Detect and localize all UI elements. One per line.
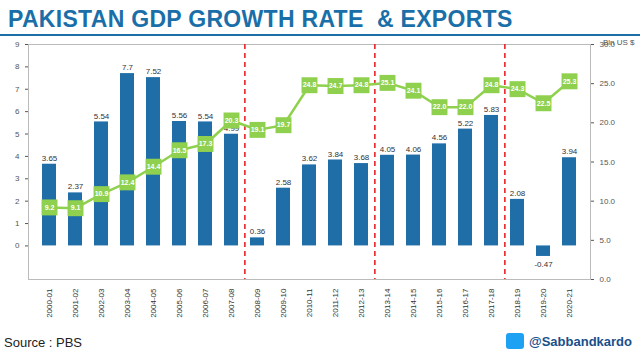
- svg-text:19.7: 19.7: [277, 121, 291, 128]
- svg-text:0.0: 0.0: [600, 275, 612, 284]
- svg-text:5.22: 5.22: [458, 119, 474, 128]
- svg-text:2005-06: 2005-06: [175, 288, 184, 318]
- svg-text:2014-15: 2014-15: [409, 288, 418, 318]
- svg-text:17.3: 17.3: [199, 140, 213, 147]
- html-text:Source : PBS: Source : PBS: [4, 335, 82, 350]
- svg-text:-0.47: -0.47: [534, 260, 553, 269]
- svg-text:19.1: 19.1: [251, 126, 265, 133]
- svg-text:24.8: 24.8: [355, 81, 369, 88]
- svg-text:2019-20: 2019-20: [539, 288, 548, 318]
- svg-text:22.0: 22.0: [459, 103, 473, 110]
- svg-text:6: 6: [15, 107, 20, 116]
- svg-text:3.65: 3.65: [42, 154, 58, 163]
- svg-text:16.5: 16.5: [173, 146, 187, 153]
- svg-text:2008-09: 2008-09: [253, 288, 262, 318]
- svg-text:14.4: 14.4: [147, 163, 161, 170]
- svg-text:3.62: 3.62: [302, 154, 318, 163]
- svg-text:7.52: 7.52: [146, 67, 162, 76]
- svg-text:Bln US $: Bln US $: [603, 38, 635, 47]
- svg-text:25.0: 25.0: [600, 79, 616, 88]
- svg-text:20.3: 20.3: [225, 117, 239, 124]
- svg-text:2010-11: 2010-11: [305, 288, 314, 317]
- svg-text:2000-01: 2000-01: [45, 288, 54, 318]
- svg-text:24.8: 24.8: [303, 81, 317, 88]
- svg-text:2020-21: 2020-21: [565, 288, 574, 318]
- svg-text:25.3: 25.3: [563, 78, 577, 85]
- svg-text:2: 2: [15, 197, 20, 206]
- svg-text:2.37: 2.37: [68, 182, 84, 191]
- svg-text:2016-17: 2016-17: [461, 288, 470, 318]
- svg-text:3: 3: [15, 174, 20, 183]
- svg-text:3.84: 3.84: [328, 150, 344, 159]
- svg-text:4.05: 4.05: [380, 145, 396, 154]
- svg-text:2004-05: 2004-05: [149, 288, 158, 318]
- svg-text:2015-16: 2015-16: [435, 288, 444, 318]
- svg-text:12.4: 12.4: [121, 179, 135, 186]
- svg-text:24.8: 24.8: [485, 81, 499, 88]
- svg-text:24.7: 24.7: [329, 82, 343, 89]
- svg-text:2.08: 2.08: [510, 189, 526, 198]
- svg-text:22.5: 22.5: [537, 99, 551, 106]
- svg-text:4.06: 4.06: [406, 145, 422, 154]
- svg-text:1: 1: [15, 219, 20, 228]
- svg-text:8: 8: [15, 62, 20, 71]
- svg-text:5.54: 5.54: [198, 111, 214, 120]
- svg-text:0.36: 0.36: [250, 227, 266, 236]
- svg-text:2007-08: 2007-08: [227, 288, 236, 318]
- svg-text:9.1: 9.1: [71, 204, 81, 211]
- svg-text:10.9: 10.9: [95, 190, 109, 197]
- svg-text:5.0: 5.0: [600, 236, 612, 245]
- svg-text:25.1: 25.1: [381, 79, 395, 86]
- html-text:@Sabbandkardo: @Sabbandkardo: [529, 333, 632, 349]
- svg-text:15.0: 15.0: [600, 158, 616, 167]
- svg-text:3.94: 3.94: [562, 147, 578, 156]
- svg-text:2006-07: 2006-07: [201, 288, 210, 318]
- svg-text:24.1: 24.1: [407, 87, 421, 94]
- svg-text:9.2: 9.2: [45, 204, 55, 211]
- svg-text:2013-14: 2013-14: [383, 288, 392, 318]
- svg-text:2018-19: 2018-19: [513, 288, 522, 318]
- svg-text:2012-13: 2012-13: [357, 288, 366, 318]
- svg-text:2001-02: 2001-02: [71, 288, 80, 318]
- svg-text:2011-12: 2011-12: [331, 288, 340, 317]
- svg-text:5.83: 5.83: [484, 105, 500, 114]
- svg-text:22.0: 22.0: [433, 103, 447, 110]
- svg-text:5.56: 5.56: [172, 111, 188, 120]
- svg-text:10.0: 10.0: [600, 197, 616, 206]
- svg-text:7: 7: [15, 85, 20, 94]
- svg-text:2017-18: 2017-18: [487, 288, 496, 318]
- svg-text:2009-10: 2009-10: [279, 288, 288, 318]
- svg-text:24.3: 24.3: [511, 85, 525, 92]
- svg-text:9: 9: [15, 40, 20, 49]
- svg-text:5: 5: [15, 130, 20, 139]
- svg-text:4.56: 4.56: [432, 133, 448, 142]
- svg-text:4: 4: [15, 152, 20, 161]
- svg-text:0: 0: [15, 241, 20, 250]
- svg-text:2002-03: 2002-03: [97, 288, 106, 318]
- svg-text:2.58: 2.58: [276, 178, 292, 187]
- svg-text:2003-04: 2003-04: [123, 288, 132, 318]
- svg-text:7.7: 7.7: [122, 63, 134, 72]
- svg-text:5.54: 5.54: [94, 111, 110, 120]
- html-text:PAKISTAN GDP GROWTH RATE & EXP: PAKISTAN GDP GROWTH RATE & EXPORTS: [8, 6, 513, 32]
- svg-text:3.68: 3.68: [354, 153, 370, 162]
- svg-text:20.0: 20.0: [600, 118, 616, 127]
